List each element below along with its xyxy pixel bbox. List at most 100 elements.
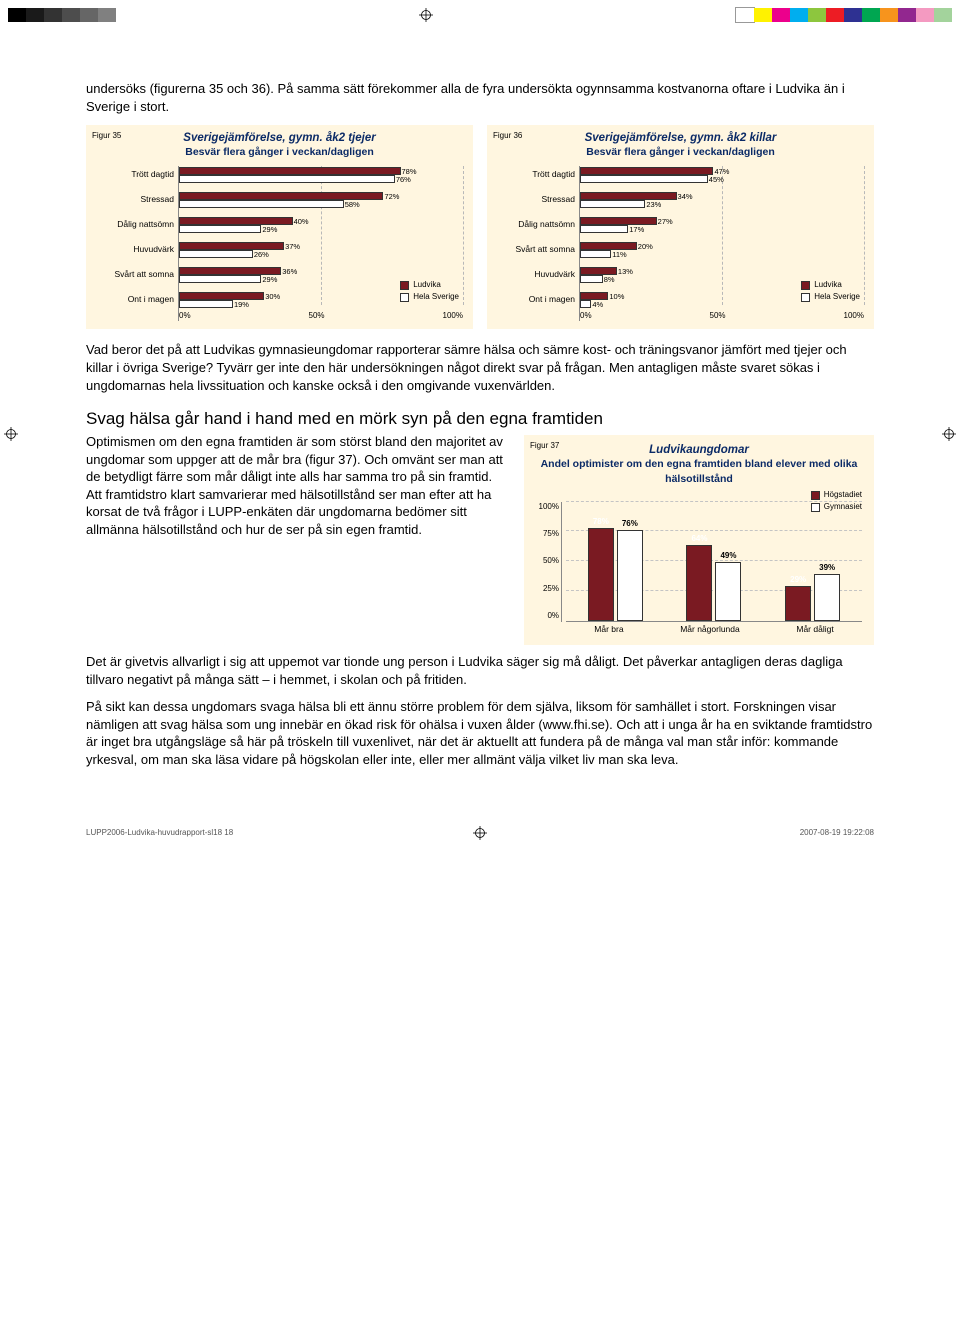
figure-label: Figur 36 — [493, 131, 522, 142]
bar-sverige: 26% — [179, 250, 253, 258]
category-label: Trött dagtid — [96, 166, 174, 184]
figure-label: Figur 35 — [92, 131, 121, 142]
tone-strip-left — [8, 8, 116, 22]
category-label: Dålig nattsömn — [96, 216, 174, 234]
category-label: Ont i magen — [497, 291, 575, 309]
category-label: Huvudvärk — [497, 266, 575, 284]
legend-sverige: Hela Sverige — [814, 292, 860, 303]
x-tick: 100% — [443, 311, 463, 322]
bar-group: 78%76% — [179, 166, 463, 184]
category-label: Stressad — [96, 191, 174, 209]
bar-sverige: 29% — [179, 275, 261, 283]
category-label: Svårt att somna — [96, 266, 174, 284]
bar-ludvika: 10% — [580, 292, 608, 300]
category-label: Mår dåligt — [796, 624, 833, 635]
bar-ludvika: 13% — [580, 267, 617, 275]
footer-left: LUPP2006-Ludvika-huvudrapport-sl18 18 — [86, 828, 233, 837]
vbar-plot: 78%76% 64%49% 29%39% — [566, 502, 862, 622]
category-label: Huvudvärk — [96, 241, 174, 259]
bar-group: 40%29% — [179, 216, 463, 234]
bar-group: 64%49% — [686, 502, 741, 621]
bar-group: 20%11% — [580, 241, 864, 259]
bar-hogstadiet: 78% — [588, 528, 614, 621]
paragraph-4: På sikt kan dessa ungdomars svaga hälsa … — [86, 698, 874, 768]
y-tick: 100% — [536, 502, 559, 513]
bar-sverige: 11% — [580, 250, 611, 258]
chart-subtitle: Besvär flera gånger i veckan/dagligen — [96, 145, 463, 159]
bar-group: 78%76% — [588, 502, 643, 621]
paragraph-after-charts: Vad beror det på att Ludvikas gymnasieun… — [86, 341, 874, 394]
category-label: Mår någorlunda — [680, 624, 740, 635]
bar-ludvika: 20% — [580, 242, 637, 250]
bar-gymnasiet: 49% — [715, 562, 741, 620]
bar-hogstadiet: 64% — [686, 545, 712, 621]
chart-title: Ludvikaungdomar — [536, 443, 862, 457]
bar-group: 29%39% — [785, 502, 840, 621]
chart-subtitle: Andel optimister om den egna framtiden b… — [536, 457, 862, 485]
figure-37: Figur 37 Ludvikaungdomar Andel optimiste… — [524, 435, 874, 645]
y-tick: 25% — [536, 584, 559, 595]
color-strip-right — [736, 8, 952, 22]
legend-sverige: Hela Sverige — [413, 292, 459, 303]
bar-sverige: 45% — [580, 175, 708, 183]
footer-right: 2007-08-19 19:22:08 — [800, 828, 874, 837]
y-axis: 0% 25% 50% 75% 100% — [536, 502, 562, 622]
paragraph-3: Det är givetvis allvarligt i sig att upp… — [86, 653, 874, 688]
x-axis-labels: Mår braMår någorlundaMår dåligt — [566, 624, 862, 635]
legend-hogstadiet: Högstadiet — [824, 490, 862, 501]
y-tick: 75% — [536, 529, 559, 540]
x-tick: 100% — [844, 311, 864, 322]
bar-ludvika: 30% — [179, 292, 264, 300]
category-label: Svårt att somna — [497, 241, 575, 259]
x-tick: 0% — [179, 311, 191, 322]
charts-row: Figur 35 Sverigejämförelse, gymn. åk2 tj… — [86, 125, 874, 329]
bar-sverige: 29% — [179, 225, 261, 233]
bar-sverige: 8% — [580, 275, 603, 283]
bar-gymnasiet: 76% — [617, 530, 643, 620]
hbar-chart: Trött dagtid Stressad Dålig nattsömn Huvudv… — [96, 166, 463, 322]
chart-title: Sverigejämförelse, gymn. åk2 tjejer — [96, 131, 463, 145]
x-tick: 0% — [580, 311, 592, 322]
chart-title: Sverigejämförelse, gymn. åk2 killar — [497, 131, 864, 145]
category-label: Dålig nattsömn — [497, 216, 575, 234]
legend-ludvika: Ludvika — [413, 280, 441, 291]
bar-group: 27%17% — [580, 216, 864, 234]
chart-legend: Ludvika Hela Sverige — [801, 279, 860, 304]
bar-sverige: 17% — [580, 225, 628, 233]
x-tick: 50% — [710, 311, 726, 322]
hbar-chart: Trött dagtid Stressad Dålig nattsömn Svårt … — [497, 166, 864, 322]
category-label: Stressad — [497, 191, 575, 209]
bar-group: 47%45% — [580, 166, 864, 184]
category-label: Ont i magen — [96, 291, 174, 309]
bar-sverige: 76% — [179, 175, 395, 183]
y-tick: 50% — [536, 556, 559, 567]
printer-marks — [0, 6, 960, 24]
chart-legend: Ludvika Hela Sverige — [400, 279, 459, 304]
registration-mark-top — [419, 8, 433, 22]
x-axis: 0% 50% 100% — [580, 311, 864, 322]
bar-hogstadiet: 29% — [785, 586, 811, 621]
figure-36: Figur 36 Sverigejämförelse, gymn. åk2 ki… — [487, 125, 874, 329]
bar-group: 34%23% — [580, 191, 864, 209]
figure-label: Figur 37 — [530, 441, 559, 452]
bar-sverige: 4% — [580, 300, 591, 308]
figure-35: Figur 35 Sverigejämförelse, gymn. åk2 tj… — [86, 125, 473, 329]
category-label: Trött dagtid — [497, 166, 575, 184]
bar-ludvika: 34% — [580, 192, 677, 200]
vbar-chart: 0% 25% 50% 75% 100% 78%76% 64%49% 29%39% — [536, 502, 862, 622]
page: undersöks (figurerna 35 och 36). På samm… — [0, 0, 960, 867]
registration-mark-bottom — [473, 826, 487, 840]
bar-sverige: 19% — [179, 300, 233, 308]
bar-ludvika: 40% — [179, 217, 293, 225]
x-axis: 0%50%100% — [179, 311, 463, 322]
body-text: undersöks (figurerna 35 och 36). På samm… — [86, 80, 874, 768]
bar-ludvika: 78% — [179, 167, 401, 175]
chart-subtitle: Besvär flera gånger i veckan/dagligen — [497, 145, 864, 159]
bar-gymnasiet: 39% — [814, 574, 840, 620]
page-footer: LUPP2006-Ludvika-huvudrapport-sl18 18 20… — [86, 828, 874, 837]
bar-ludvika: 47% — [580, 167, 713, 175]
registration-mark-right — [942, 427, 956, 441]
bar-ludvika: 72% — [179, 192, 383, 200]
y-tick: 0% — [536, 611, 559, 622]
bar-ludvika: 27% — [580, 217, 657, 225]
